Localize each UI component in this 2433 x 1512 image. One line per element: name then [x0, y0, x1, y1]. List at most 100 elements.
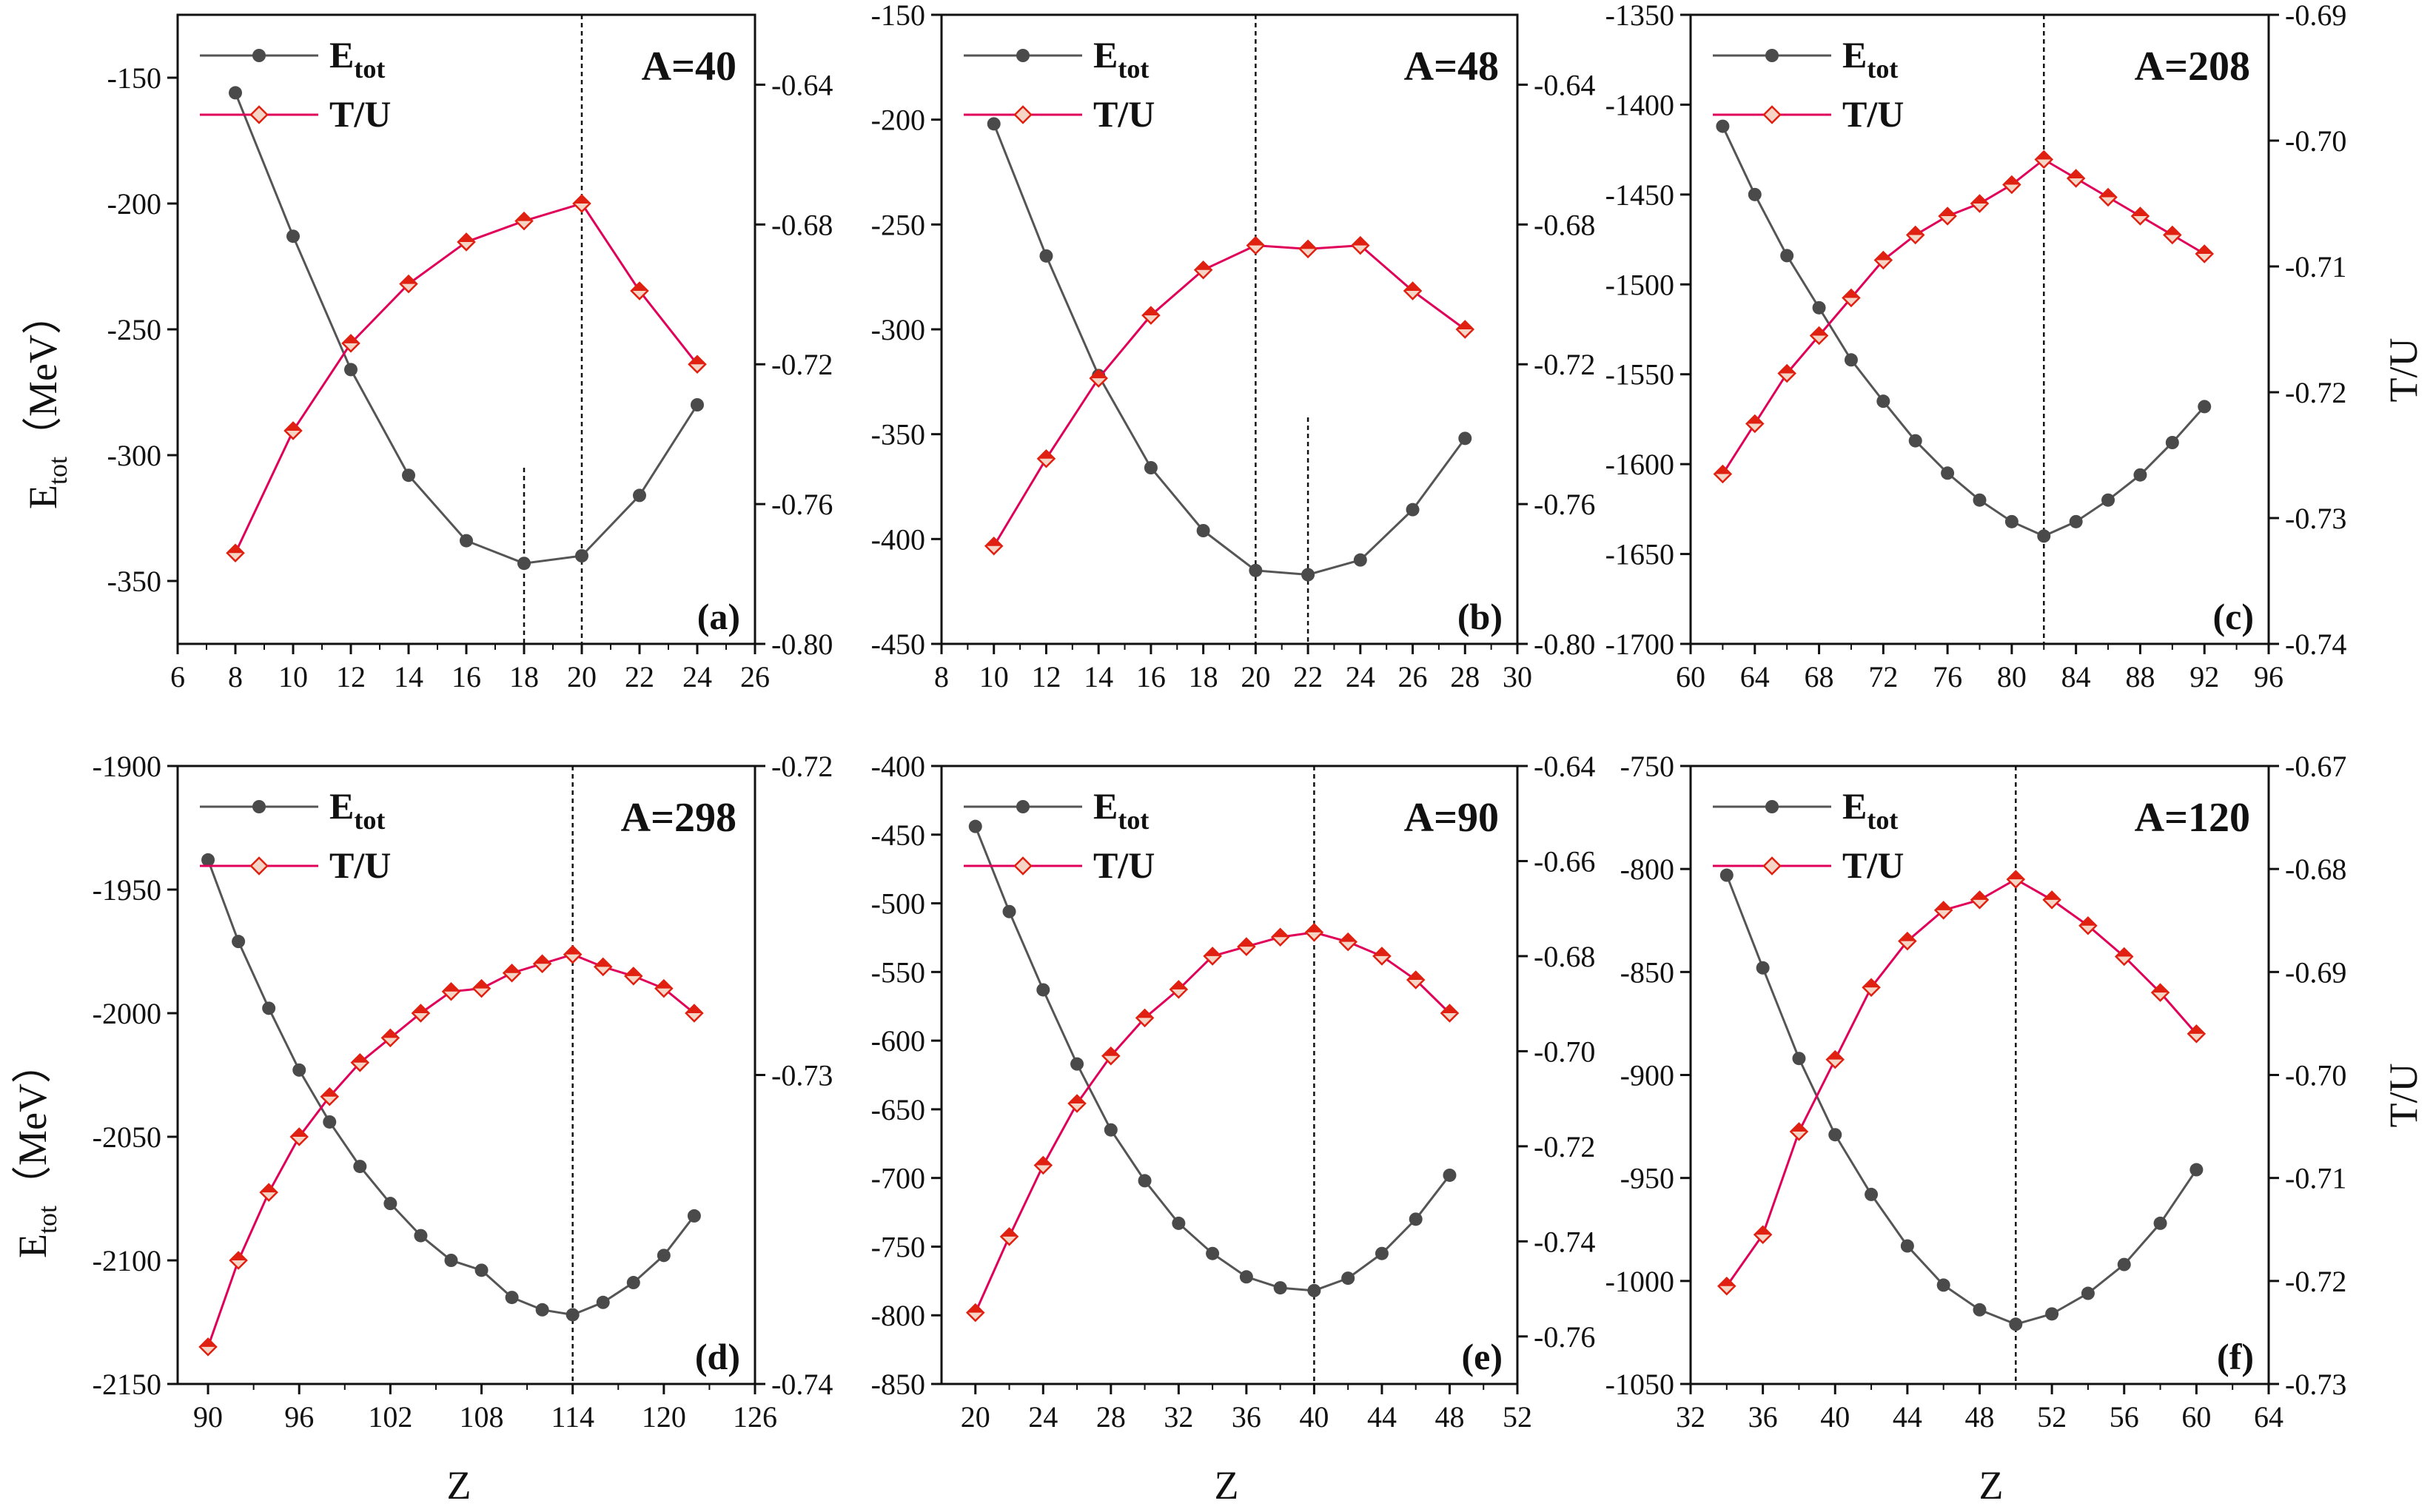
tu-point-top — [1718, 1277, 1735, 1286]
tu-point-top — [230, 1252, 247, 1260]
panel-tag: (a) — [697, 596, 740, 637]
etot-point — [517, 557, 531, 571]
tu-point-top — [443, 983, 460, 992]
legend-etot-marker — [1016, 49, 1030, 62]
y2-tick-label: -0.68 — [771, 208, 833, 241]
tu-point-top — [1306, 924, 1323, 933]
legend-etot-label: Etot — [1842, 34, 1898, 84]
panel-c: 60 64 68 72 76 80 84 88 92 96 -1350 -1400 -1450 -1500… — [1605, 0, 2347, 693]
tu-point-top — [625, 967, 642, 976]
x-axis-title-e: Z — [1215, 1463, 1239, 1508]
y-tick-label: -1700 — [1605, 628, 1674, 661]
etot-point — [201, 853, 215, 867]
tu-series-line — [1722, 158, 2205, 475]
etot-point — [1239, 1270, 1253, 1284]
tu-point-top — [1090, 370, 1107, 379]
etot-point — [1865, 1187, 1879, 1201]
tu-point-top — [1457, 321, 1474, 329]
etot-point — [1780, 249, 1794, 263]
tu-point-top — [400, 275, 417, 284]
etot-point — [1973, 493, 1987, 507]
tu-point-top — [655, 980, 672, 989]
plot-frame — [940, 765, 1519, 1385]
y-tick-label: -600 — [871, 1024, 925, 1058]
panel-title: A=90 — [1404, 795, 1499, 841]
y2-tick-label: -0.76 — [771, 488, 833, 521]
panel-tag: (b) — [1457, 596, 1503, 637]
x-tick-label: 26 — [740, 660, 770, 693]
tu-point-top — [1863, 979, 1880, 988]
legend-etot-label: Etot — [329, 785, 385, 835]
tu-point-top — [1300, 241, 1317, 249]
tu-point-top — [2152, 984, 2169, 993]
etot-series-line — [207, 859, 696, 1317]
x-tick-label: 32 — [1164, 1400, 1193, 1434]
y2-tick-label: -0.64 — [1534, 750, 1595, 783]
tu-point-top — [967, 1304, 984, 1313]
tu-point-top — [1939, 208, 1956, 216]
y-tick-label: -150 — [871, 0, 925, 32]
y-tick-label: -2150 — [93, 1368, 161, 1401]
etot-point — [1973, 1303, 1987, 1317]
etot-point — [1844, 353, 1858, 367]
etot-point — [2101, 493, 2115, 507]
etot-point — [1307, 1283, 1321, 1297]
tu-point-top — [343, 335, 359, 343]
etot-point — [2198, 400, 2212, 414]
etot-point — [383, 1197, 397, 1211]
etot-point — [2153, 1216, 2167, 1230]
etot-point — [1341, 1271, 1355, 1286]
etot-point — [1941, 466, 1955, 480]
tu-point-top — [1204, 947, 1221, 956]
etot-point — [968, 819, 982, 833]
tu-point-top — [2003, 176, 2020, 185]
x-tick-label: 40 — [1820, 1400, 1850, 1434]
etot-series-line — [234, 92, 699, 565]
tu-point-top — [1102, 1047, 1119, 1056]
legend-tu-marker — [249, 105, 269, 124]
y-tick-label: -2000 — [93, 997, 161, 1030]
tu-point-top — [2115, 948, 2132, 957]
x-tick-label: 40 — [1299, 1400, 1329, 1434]
y-tick-label: -450 — [871, 628, 925, 661]
tu-point-top — [1811, 327, 1828, 336]
x-tick-label: 108 — [460, 1400, 504, 1434]
legend-etot-marker — [1765, 49, 1779, 62]
x-tick-label: 64 — [2254, 1400, 2283, 1434]
x-tick-label: 102 — [368, 1400, 412, 1434]
panel-title: A=208 — [2135, 44, 2250, 90]
tu-point-top — [2007, 871, 2024, 880]
tu-point-top — [2044, 891, 2061, 900]
x-axis-title-f: Z — [1979, 1463, 2004, 1508]
x-tick-label: 30 — [1503, 660, 1532, 693]
etot-point — [1900, 1239, 1914, 1253]
tu-series-line — [1725, 878, 2198, 1287]
etot-point — [402, 468, 415, 483]
tu-point-top — [2188, 1025, 2205, 1034]
panel-title: A=48 — [1404, 44, 1499, 90]
panel-tag: (e) — [1462, 1336, 1503, 1377]
etot-point — [2045, 1307, 2059, 1321]
y-tick-label: -400 — [871, 750, 925, 783]
x-tick-label: 16 — [1136, 660, 1166, 693]
tu-point-top — [534, 955, 551, 964]
etot-point — [353, 1160, 367, 1174]
etot-point — [626, 1276, 640, 1290]
y-tick-label: -350 — [107, 565, 161, 598]
x-tick-label: 60 — [2181, 1400, 2211, 1434]
tu-point-top — [473, 980, 490, 989]
y2-tick-label: -0.76 — [1534, 488, 1595, 521]
etot-point — [229, 86, 242, 100]
etot-point — [1353, 553, 1367, 567]
left-axis-title-bottom: Etot（MeV） — [10, 1044, 62, 1258]
y-tick-label: -650 — [871, 1093, 925, 1126]
x-tick-label: 114 — [551, 1400, 594, 1434]
y2-tick-label: -0.73 — [2285, 502, 2346, 535]
x-tick-label: 92 — [2189, 660, 2219, 693]
etot-point — [1206, 1246, 1220, 1260]
tu-point-top — [689, 356, 705, 365]
tu-point-top — [412, 1005, 429, 1013]
x-tick-label: 8 — [228, 660, 243, 693]
tu-point-top — [1238, 938, 1255, 947]
x-tick-label: 72 — [1868, 660, 1898, 693]
